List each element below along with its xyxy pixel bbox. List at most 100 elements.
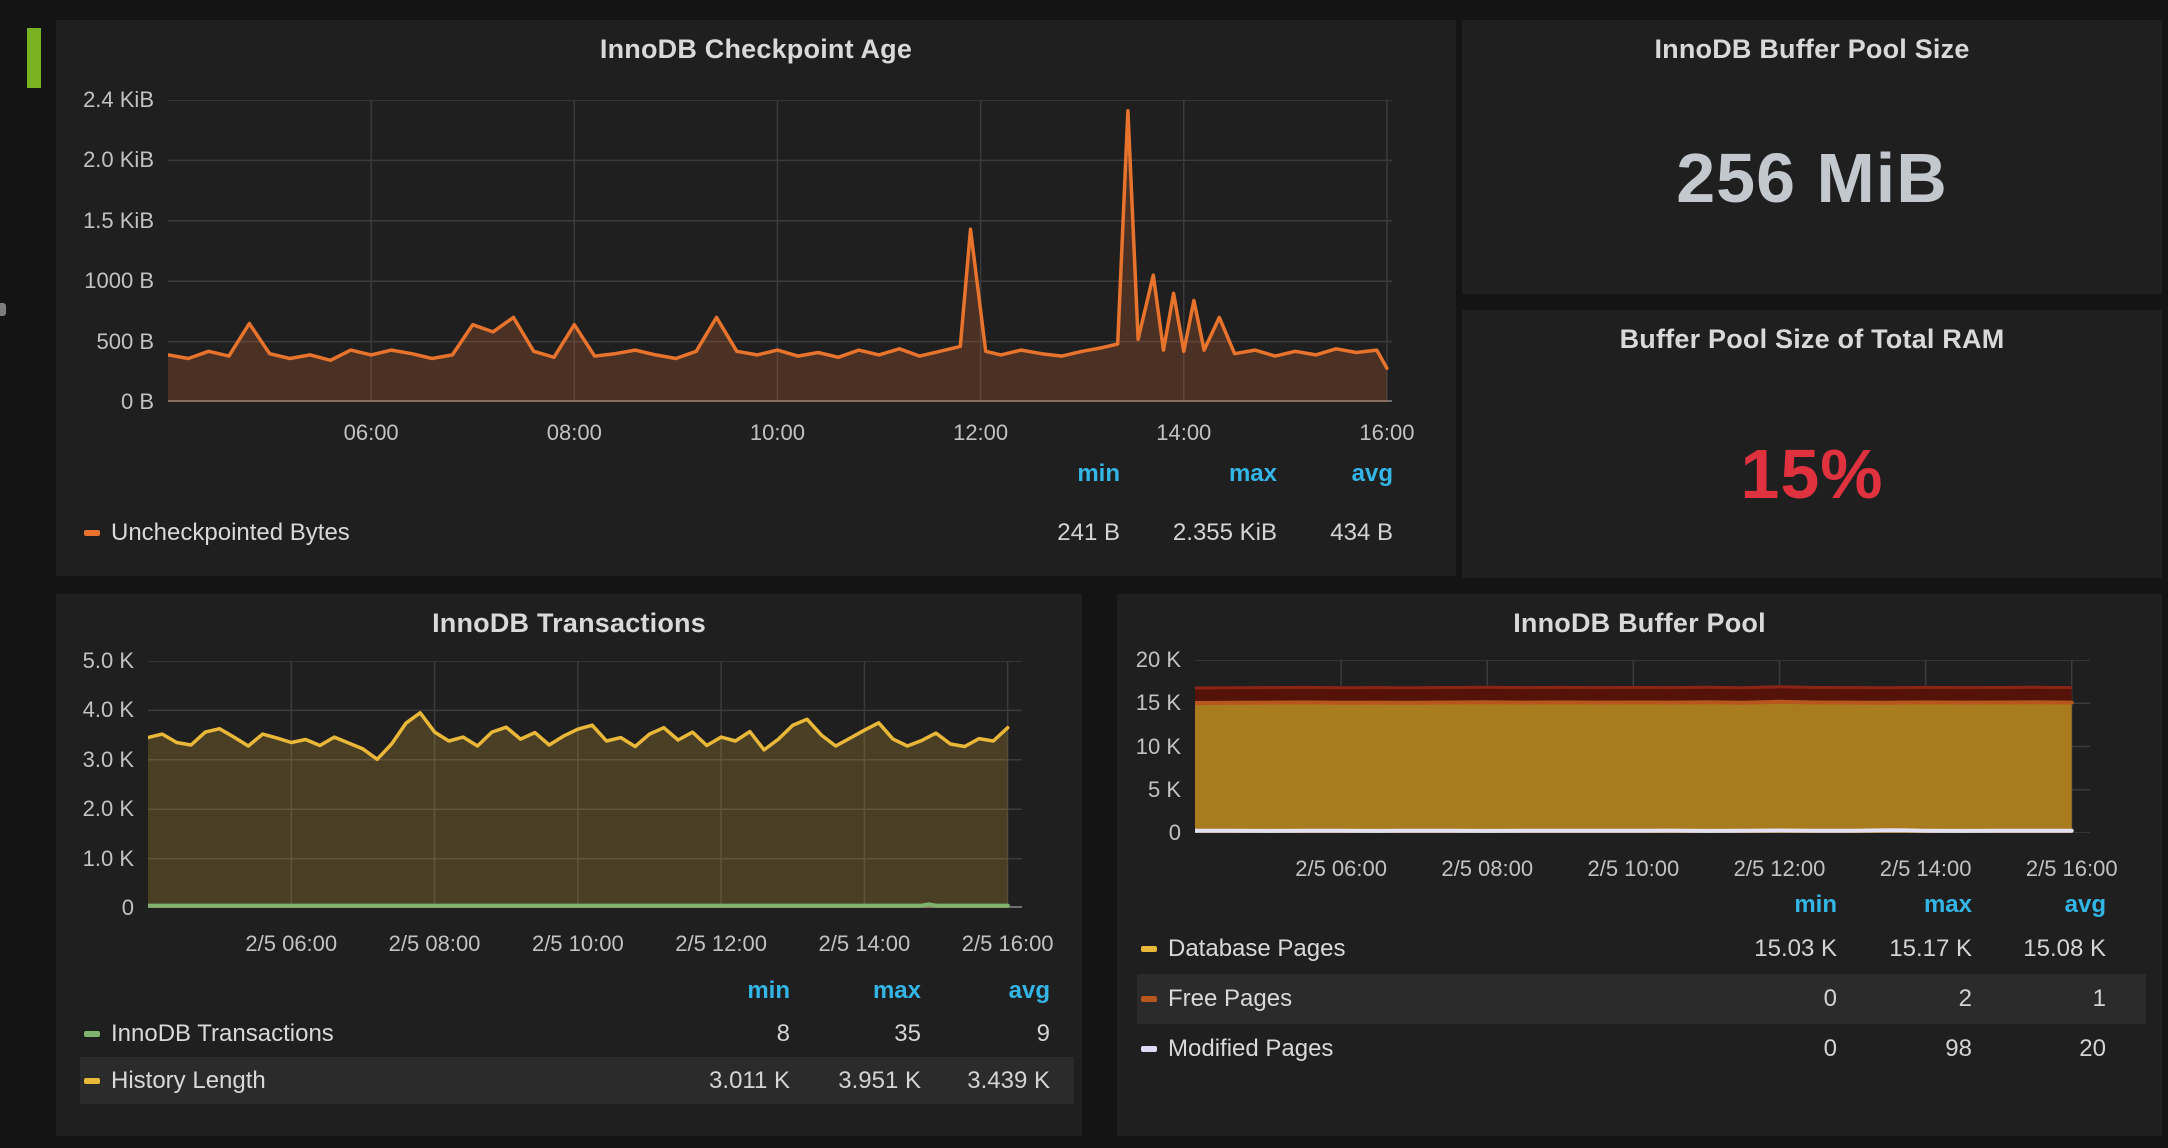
legend-header-min[interactable]: min (1077, 460, 1120, 487)
legend-min-value: 8 (776, 1019, 790, 1047)
legend-header-avg[interactable]: avg (2064, 891, 2106, 918)
legend-avg-value: 15.08 K (2023, 935, 2106, 962)
y-tick-label: 1.5 KiB (83, 207, 154, 233)
panel-innodb-buffer-pool-size: InnoDB Buffer Pool Size 256 MiB (1462, 20, 2162, 294)
panel-innodb-buffer-pool: InnoDB Buffer Pool min max avg Database … (1117, 594, 2162, 1136)
x-tick-label: 2/5 16:00 (2025, 856, 2118, 881)
legend-avg-value: 434 B (1330, 519, 1393, 546)
legend-series-label[interactable]: History Length (111, 1066, 266, 1094)
legend-header-row: min max avg (80, 972, 1074, 1010)
y-tick-label: 2.0 KiB (83, 147, 154, 173)
x-tick-label: 06:00 (343, 420, 399, 445)
grafana-row-handle[interactable] (27, 28, 41, 88)
legend-series-label[interactable]: Free Pages (1168, 985, 1293, 1012)
legend-header-row: min max avg (1137, 886, 2146, 924)
legend-row[interactable]: InnoDB Transactions 8 35 9 (80, 1010, 1074, 1057)
legend-min-value: 0 (1823, 985, 1837, 1012)
panel-title[interactable]: InnoDB Transactions (432, 608, 706, 638)
legend-min-value: 241 B (1057, 519, 1120, 546)
legend-max-value: 98 (1945, 1035, 1972, 1062)
legend-header-max[interactable]: max (872, 977, 921, 1004)
legend-swatch-icon (1141, 1046, 1157, 1052)
x-tick-label: 2/5 08:00 (1441, 856, 1534, 881)
panel-title[interactable]: InnoDB Checkpoint Age (599, 34, 913, 64)
x-tick-label: 2/5 12:00 (1733, 856, 1826, 881)
legend-row[interactable]: History Length 3.011 K 3.951 K 3.439 K (80, 1057, 1074, 1104)
legend-series-label[interactable]: Modified Pages (1168, 1035, 1334, 1062)
x-tick-label: 2/5 10:00 (1587, 856, 1680, 881)
legend: min max avg Database Pages 15.03 K 15.17… (1137, 886, 2146, 1074)
legend-header-min[interactable]: min (1794, 891, 1837, 918)
y-tick-label: 4.0 K (82, 697, 134, 723)
y-tick-label: 1.0 K (82, 845, 134, 871)
legend-max-value: 2 (1958, 985, 1972, 1012)
x-tick-label: 16:00 (1359, 420, 1415, 445)
legend-header-avg[interactable]: avg (1351, 460, 1393, 487)
x-tick-label: 2/5 10:00 (531, 931, 624, 956)
y-tick-label: 5 K (1147, 776, 1181, 802)
legend-avg-value: 9 (1036, 1019, 1050, 1047)
legend-avg-value: 20 (2079, 1035, 2106, 1062)
y-tick-label: 0 (121, 895, 134, 920)
y-tick-label: 0 (1168, 820, 1181, 845)
legend-series-label[interactable]: Uncheckpointed Bytes (111, 519, 350, 546)
y-tick-label: 1000 B (84, 268, 154, 294)
legend-max-value: 35 (894, 1019, 921, 1047)
y-tick-label: 3.0 K (82, 746, 134, 772)
panel-title[interactable]: InnoDB Buffer Pool (1513, 608, 1766, 638)
x-tick-label: 2/5 14:00 (1879, 856, 1972, 881)
panel-innodb-transactions: InnoDB Transactions min max avg InnoDB T… (56, 594, 1082, 1136)
x-tick-label: 14:00 (1156, 420, 1212, 445)
panel-title[interactable]: Buffer Pool Size of Total RAM (1619, 324, 2005, 354)
panel-buffer-pool-size-of-total-ram: Buffer Pool Size of Total RAM 15% (1462, 310, 2162, 578)
legend-swatch-icon (1141, 996, 1157, 1002)
legend-row[interactable]: Database Pages 15.03 K 15.17 K 15.08 K (1137, 924, 2146, 974)
x-tick-label: 2/5 12:00 (675, 931, 767, 956)
legend-min-value: 15.03 K (1754, 935, 1837, 962)
legend-max-value: 15.17 K (1889, 935, 1972, 962)
legend-header-max[interactable]: max (1923, 891, 1972, 918)
legend-row[interactable]: Modified Pages 0 98 20 (1137, 1024, 2146, 1074)
y-tick-label: 2.4 KiB (83, 87, 154, 112)
x-tick-label: 2/5 16:00 (961, 931, 1054, 956)
chart-canvas-checkpoint_age[interactable] (168, 100, 1392, 402)
legend: min max avg Uncheckpointed Bytes 241 B 2… (80, 455, 1448, 557)
x-tick-label: 10:00 (749, 420, 805, 445)
legend-header-avg[interactable]: avg (1008, 977, 1050, 1004)
panel-innodb-checkpoint-age: InnoDB Checkpoint Age min max avg Unchec… (56, 20, 1456, 576)
x-tick-label: 08:00 (546, 420, 602, 445)
legend-swatch-icon (84, 530, 100, 536)
x-tick-label: 2/5 06:00 (245, 931, 338, 956)
y-tick-label: 500 B (96, 328, 155, 354)
x-tick-label: 2/5 06:00 (1295, 856, 1387, 881)
legend-swatch-icon (84, 1077, 100, 1084)
x-tick-label: 2/5 14:00 (818, 931, 911, 956)
legend-avg-value: 1 (2092, 985, 2106, 1012)
x-tick-label: 12:00 (953, 420, 1009, 445)
legend: min max avg InnoDB Transactions 8 35 9 H… (80, 972, 1074, 1104)
chart-canvas-buffer_pool[interactable] (1195, 660, 2090, 833)
stat-value: 256 MiB (1676, 139, 1948, 217)
chart-canvas-transactions[interactable] (148, 661, 1022, 908)
cursor-artifact (0, 303, 6, 316)
legend-min-value: 0 (1823, 1035, 1837, 1062)
legend-header-row: min max avg (80, 455, 1448, 493)
y-tick-label: 5.0 K (82, 648, 134, 673)
y-tick-label: 15 K (1135, 690, 1181, 716)
panel-title[interactable]: InnoDB Buffer Pool Size (1654, 34, 1970, 64)
legend-row[interactable]: Uncheckpointed Bytes 241 B 2.355 KiB 434… (80, 509, 1448, 557)
stat-value: 15% (1740, 435, 1884, 513)
legend-max-value: 2.355 KiB (1172, 519, 1277, 546)
legend-max-value: 3.951 K (838, 1066, 921, 1094)
legend-header-max[interactable]: max (1228, 460, 1277, 487)
legend-header-min[interactable]: min (747, 977, 790, 1004)
legend-swatch-icon (84, 1030, 100, 1037)
legend-row[interactable]: Free Pages 0 2 1 (1137, 974, 2146, 1024)
legend-avg-value: 3.439 K (967, 1066, 1050, 1094)
y-tick-label: 10 K (1135, 733, 1181, 759)
legend-series-label[interactable]: InnoDB Transactions (111, 1019, 334, 1047)
y-tick-label: 0 B (120, 389, 154, 414)
legend-swatch-icon (1141, 946, 1157, 952)
legend-series-label[interactable]: Database Pages (1168, 935, 1346, 962)
